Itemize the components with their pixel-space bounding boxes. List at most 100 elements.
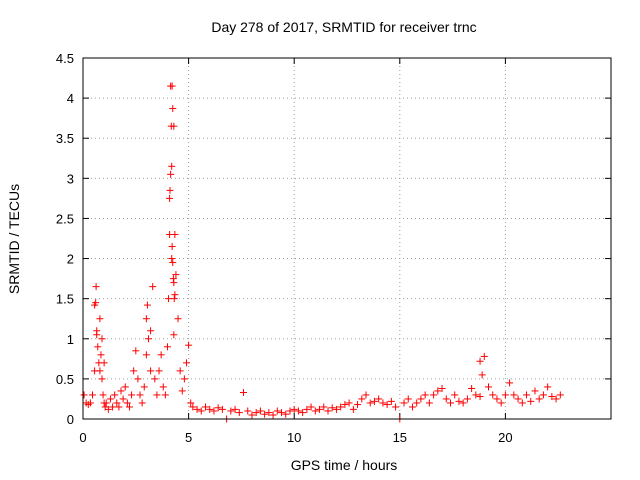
data-point <box>193 405 201 413</box>
data-point <box>80 391 88 399</box>
data-point <box>138 399 146 407</box>
data-point <box>96 315 104 323</box>
x-tick-label: 5 <box>185 430 192 445</box>
data-point <box>478 371 486 379</box>
data-point <box>506 379 514 387</box>
data-point <box>349 405 357 413</box>
data-point <box>92 283 100 291</box>
data-point <box>121 383 129 391</box>
data-point <box>187 399 195 407</box>
data-point <box>96 367 104 375</box>
data-point <box>97 351 105 359</box>
data-point <box>151 375 159 383</box>
data-point <box>278 409 286 417</box>
data-point <box>324 407 332 415</box>
data-point <box>354 401 362 409</box>
y-tick-label: 0 <box>67 412 74 427</box>
data-point <box>358 395 366 403</box>
data-point <box>157 351 165 359</box>
data-point <box>166 230 174 238</box>
data-point <box>98 335 106 343</box>
data-point <box>320 403 328 411</box>
data-point <box>86 399 94 407</box>
data-point <box>153 391 161 399</box>
data-point <box>446 399 454 407</box>
chart-title: Day 278 of 2017, SRMTID for receiver trn… <box>211 19 476 35</box>
data-point <box>109 403 117 411</box>
data-point <box>166 186 174 194</box>
y-tick-label: 1 <box>67 332 74 347</box>
y-tick-label: 2.5 <box>56 211 74 226</box>
data-point <box>341 401 349 409</box>
data-point <box>123 399 131 407</box>
data-point <box>493 395 501 403</box>
data-point <box>168 162 176 170</box>
data-point <box>180 375 188 383</box>
data-point <box>438 385 446 393</box>
data-point <box>168 255 176 263</box>
data-point <box>375 395 383 403</box>
data-point <box>455 397 463 405</box>
data-point <box>282 410 290 418</box>
data-point <box>166 194 174 202</box>
data-point <box>459 399 467 407</box>
plot-frame <box>82 57 612 420</box>
data-point <box>178 387 186 395</box>
data-point <box>303 405 311 413</box>
data-point <box>383 401 391 409</box>
y-tick-label: 4 <box>67 91 74 106</box>
data-point <box>337 403 345 411</box>
data-point <box>113 399 121 407</box>
data-point <box>171 291 179 299</box>
data-point <box>170 279 178 287</box>
data-point <box>231 405 239 413</box>
data-point <box>227 407 235 415</box>
data-point <box>174 315 182 323</box>
y-tick-label: 3.5 <box>56 131 74 146</box>
data-point <box>185 341 193 349</box>
data-point <box>514 395 522 403</box>
data-point <box>125 403 133 411</box>
data-point <box>144 335 152 343</box>
data-point <box>136 391 144 399</box>
data-point <box>413 399 421 407</box>
data-point <box>468 385 476 393</box>
x-tick-label: 10 <box>287 430 301 445</box>
data-point <box>119 395 127 403</box>
data-point <box>104 405 112 413</box>
data-point <box>167 122 175 130</box>
data-point <box>170 295 178 303</box>
data-point <box>169 259 177 267</box>
data-point <box>142 351 150 359</box>
y-axis-label: SRMTID / TECUs <box>6 184 22 294</box>
data-point <box>366 399 374 407</box>
data-point <box>299 409 307 417</box>
data-point <box>132 347 140 355</box>
data-point <box>210 407 218 415</box>
data-points <box>80 82 564 423</box>
y-tick-label: 2 <box>67 252 74 267</box>
data-point <box>535 395 543 403</box>
data-point <box>480 352 488 360</box>
data-point <box>111 391 119 399</box>
y-tick-label: 0.5 <box>56 372 74 387</box>
data-point <box>552 395 560 403</box>
data-point <box>163 343 171 351</box>
data-point <box>102 399 110 407</box>
data-point <box>159 383 167 391</box>
data-point <box>98 375 106 383</box>
data-point <box>497 399 505 407</box>
data-point <box>248 411 256 419</box>
data-point <box>147 367 155 375</box>
x-tick-label: 15 <box>393 430 407 445</box>
data-point <box>149 283 157 291</box>
data-point <box>370 397 378 405</box>
data-point <box>362 391 370 399</box>
data-point <box>442 395 450 403</box>
data-point <box>167 82 175 90</box>
x-axis-label: GPS time / hours <box>291 457 398 473</box>
data-point <box>417 395 425 403</box>
data-point <box>332 405 340 413</box>
grid-lines <box>83 58 611 419</box>
